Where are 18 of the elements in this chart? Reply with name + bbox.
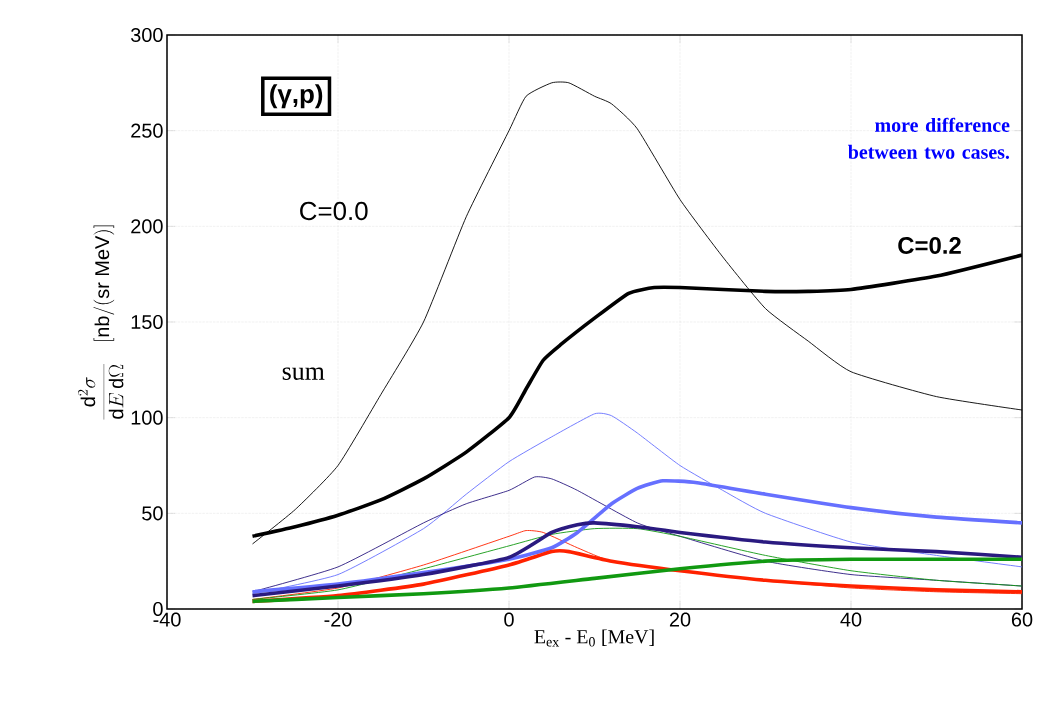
annotation: C=0.2 — [898, 237, 961, 254]
y-tick-label: 50 — [142, 506, 163, 521]
y-tick-label: 150 — [131, 314, 163, 330]
y-tick-label: 100 — [131, 410, 163, 425]
annotation: more difference between two cases. — [848, 117, 1010, 159]
x-axis-title: E$_{ex}$ - E$_{0}$ [MeV] — [534, 629, 654, 647]
y-tick-label: 200 — [131, 219, 163, 234]
y-tick-label: 300 — [131, 27, 163, 43]
x-tick-label: -20 — [324, 612, 352, 627]
x-tick-label: 0 — [504, 612, 514, 627]
y-tick-label: 250 — [131, 123, 163, 138]
x-tick-label: 60 — [1011, 612, 1033, 627]
x-tick-label: 40 — [840, 612, 862, 627]
y-axis-title: $\frac{\mathrm{d}^2\sigma}{\mathrm{d}E\,\mathrm{d}\Omega}\quad[\mathrm{nb/(sr\ MeV)}]$ — [78, 225, 124, 420]
x-tick-label: 20 — [669, 612, 691, 627]
annotation: (γ,p) — [270, 84, 323, 109]
annotation: C=0.0 — [300, 201, 368, 221]
annotation: sum — [282, 367, 325, 380]
